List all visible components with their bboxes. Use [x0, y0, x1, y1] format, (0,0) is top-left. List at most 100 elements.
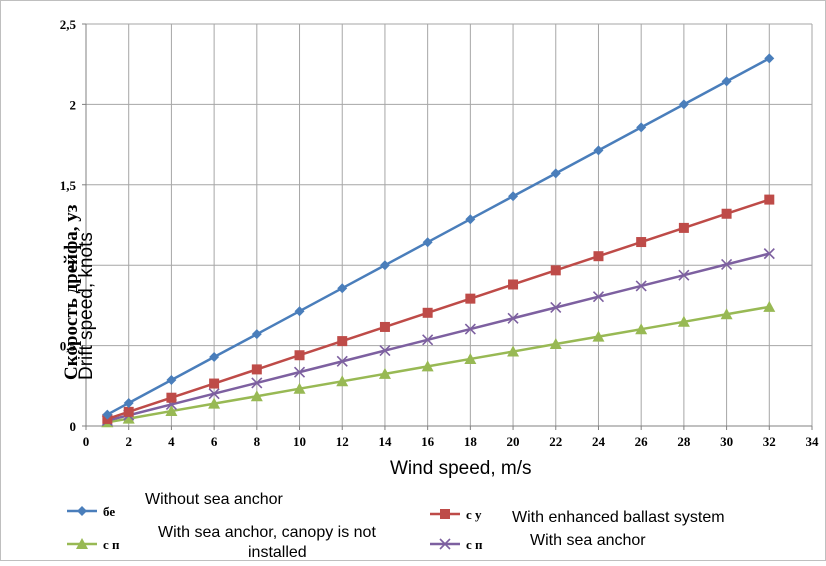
- grid: [86, 23, 813, 426]
- data-point: [102, 409, 113, 420]
- data-point: [122, 412, 135, 424]
- data-point: [251, 377, 263, 389]
- data-point: [422, 334, 434, 346]
- x-tick-label: 6: [211, 434, 218, 449]
- x-tick-label: 26: [635, 434, 649, 449]
- axes: [82, 23, 813, 430]
- data-point: [593, 251, 604, 262]
- x-tick-label: 0: [83, 434, 90, 449]
- data-point: [166, 392, 177, 403]
- x-tick-label: 34: [806, 434, 820, 449]
- data-point: [209, 352, 220, 363]
- x-tick-label: 22: [549, 434, 562, 449]
- y-tick-label: 2: [70, 97, 77, 112]
- data-point: [678, 269, 690, 281]
- data-point: [592, 291, 605, 303]
- data-point: [549, 337, 562, 349]
- data-point: [336, 375, 349, 387]
- data-point: [336, 355, 348, 367]
- x-tick-label: 20: [507, 434, 520, 449]
- x-axis-title: Wind speed, m/s: [390, 458, 532, 479]
- y-tick-label: 0,5: [60, 339, 77, 354]
- legend-entry-3: с п With sea anchor, canopy is not install…: [67, 524, 376, 561]
- data-point: [293, 382, 306, 394]
- legend-underlay-label: с п: [103, 537, 120, 552]
- legend-marker: [77, 506, 87, 516]
- data-point: [379, 260, 390, 271]
- y-tick-label: 2,5: [60, 17, 77, 32]
- data-point: [763, 248, 775, 260]
- y-axis-title: Drift speed, knots: [76, 232, 97, 380]
- data-point: [378, 367, 391, 379]
- legend-label: With enhanced ballast system: [512, 509, 725, 526]
- data-point: [464, 352, 477, 364]
- data-point: [636, 122, 647, 133]
- data-point: [165, 405, 178, 417]
- data-point: [635, 280, 647, 292]
- legend-label-continued: installed: [248, 544, 307, 561]
- data-point: [677, 315, 690, 327]
- x-tick-label: 12: [336, 434, 349, 449]
- legend-underlay-label: с у: [466, 507, 482, 522]
- data-point: [593, 145, 604, 156]
- data-point: [592, 330, 605, 342]
- data-point: [422, 307, 433, 318]
- data-point: [293, 366, 306, 378]
- series: [101, 53, 776, 428]
- series-1: [102, 53, 775, 420]
- legend-marker: [439, 538, 451, 550]
- data-point: [465, 293, 476, 304]
- data-point: [166, 375, 177, 386]
- data-point: [123, 406, 134, 417]
- data-point: [251, 364, 262, 375]
- data-point: [337, 336, 348, 347]
- x-tick-label: 28: [677, 434, 691, 449]
- data-point: [422, 237, 433, 248]
- y-tick-label: 0: [70, 419, 77, 434]
- data-point: [123, 398, 134, 409]
- data-point: [465, 214, 476, 225]
- x-tick-label: 10: [293, 434, 306, 449]
- data-point: [635, 323, 648, 335]
- data-point: [720, 308, 733, 320]
- data-point: [764, 53, 775, 64]
- x-tick-label: 8: [254, 434, 261, 449]
- data-point: [250, 390, 263, 402]
- x-tick-label: 24: [592, 434, 606, 449]
- y-tick-label: 1: [70, 258, 77, 273]
- series-2: [102, 194, 775, 424]
- data-point: [550, 168, 561, 179]
- legend-entry-4: с п With sea anchor: [430, 532, 646, 552]
- legend-entry-2: с у With enhanced ballast system: [430, 507, 725, 526]
- legend-underlay-label: с п: [466, 537, 483, 552]
- tick-labels: 0 2 4 6 8 10 12 14 16 18 20 22 24 26 28 30 32 3400,511,52…: [60, 17, 819, 449]
- legend-label: With sea anchor, canopy is not: [158, 524, 376, 541]
- data-point: [678, 222, 689, 233]
- data-point: [251, 329, 262, 340]
- legend-label: Without sea anchor: [145, 491, 284, 508]
- legend: бе Without sea anchor с у With enhanced bal…: [67, 491, 725, 561]
- data-point: [636, 237, 647, 248]
- y-tick-label: 1,5: [60, 178, 77, 193]
- data-point: [763, 300, 776, 312]
- data-point: [507, 345, 520, 357]
- data-point: [721, 258, 733, 270]
- x-tick-label: 14: [378, 434, 392, 449]
- data-point: [421, 360, 434, 372]
- data-point: [721, 76, 732, 87]
- y-axis-underlay-label: Скорость дрейфа, уз: [61, 204, 82, 380]
- data-point: [464, 323, 476, 335]
- legend-entry-1: бе Without sea anchor: [67, 491, 284, 519]
- x-tick-label: 2: [125, 434, 132, 449]
- data-point: [208, 397, 221, 409]
- data-point: [721, 208, 732, 219]
- data-point: [294, 306, 305, 317]
- data-point: [550, 301, 562, 314]
- legend-marker: [76, 538, 88, 549]
- data-point: [209, 378, 220, 389]
- data-point: [764, 194, 775, 205]
- data-point: [507, 312, 519, 324]
